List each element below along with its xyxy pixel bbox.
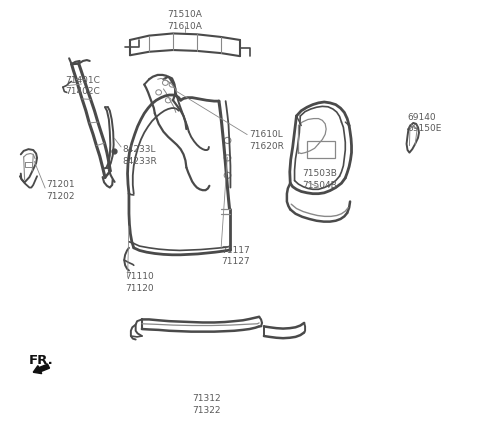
Text: 84233L
84233R: 84233L 84233R bbox=[123, 145, 157, 166]
Text: 71312
71322: 71312 71322 bbox=[192, 394, 221, 415]
Text: 69140
69150E: 69140 69150E bbox=[408, 113, 442, 133]
Text: 71610L
71620R: 71610L 71620R bbox=[250, 130, 285, 151]
Text: 71117
71127: 71117 71127 bbox=[221, 246, 250, 266]
Text: 71110
71120: 71110 71120 bbox=[125, 272, 154, 293]
Text: 71401C
71402C: 71401C 71402C bbox=[65, 76, 100, 96]
Bar bbox=[307, 141, 335, 158]
FancyArrow shape bbox=[33, 364, 49, 374]
Text: FR.: FR. bbox=[28, 354, 53, 367]
Text: 71503B
71504B: 71503B 71504B bbox=[302, 170, 337, 190]
Text: 71510A
71610A: 71510A 71610A bbox=[168, 10, 203, 31]
Text: 71201
71202: 71201 71202 bbox=[46, 180, 75, 201]
